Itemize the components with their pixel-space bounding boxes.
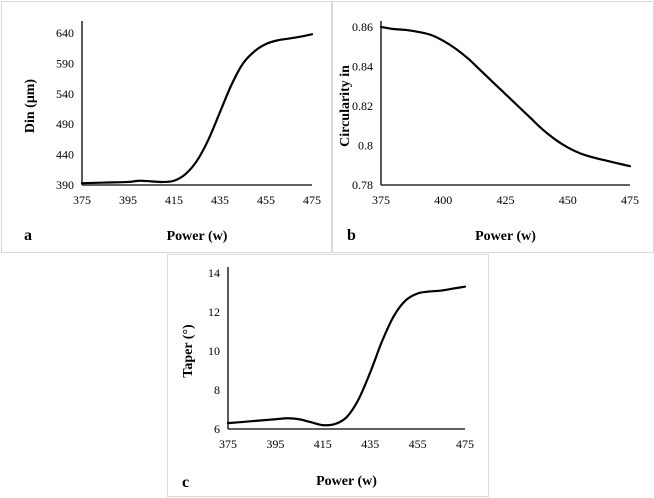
x-tick-label: 475: [621, 193, 639, 207]
y-tick-label: 540: [56, 87, 74, 101]
x-tick-label: 435: [361, 437, 379, 451]
x-tick-label: 395: [266, 437, 284, 451]
x-axis-title: Power (w): [167, 229, 228, 244]
y-tick-label: 14: [208, 266, 220, 280]
series-line: [226, 285, 467, 427]
y-tick-label: 440: [56, 148, 74, 162]
series-line: [379, 25, 632, 168]
chart-panel-a: 375 395 415 435 455 475 390 440 490 540 590 640 Powe…: [1, 1, 332, 253]
y-tick-label: 6: [214, 422, 220, 436]
x-axis-title: Power (w): [475, 229, 536, 244]
x-tick-label: 375: [73, 193, 91, 207]
y-tick-label: 0.86: [352, 20, 373, 34]
x-tick-label: 375: [372, 193, 390, 207]
y-tick-label: 10: [208, 344, 220, 358]
x-tick-label: 450: [559, 193, 577, 207]
y-tick-label: 8: [214, 383, 220, 397]
y-tick-label: 0.82: [352, 99, 373, 113]
panel-label: c: [182, 474, 189, 491]
chart-panel-b: 375 400 425 450 475 0.78 0.8 0.82 0.84 0.86 Power …: [332, 1, 654, 253]
y-tick-label: 390: [56, 178, 74, 192]
x-tick-label: 475: [303, 193, 321, 207]
x-tick-label: 435: [211, 193, 229, 207]
panel-label: a: [24, 227, 32, 244]
x-tick-label: 475: [456, 437, 474, 451]
x-tick-label: 425: [497, 193, 515, 207]
chart-panel-c: 375 395 415 435 455 475 6 8 10 12 14 Power (w) Taper…: [167, 254, 489, 497]
chart-c-svg: 375 395 415 435 455 475 6 8 10 12 14 Power (w) Taper…: [181, 266, 474, 491]
y-tick-label: 0.78: [352, 178, 373, 192]
x-axis-title: Power (w): [316, 474, 377, 489]
y-tick-label: 490: [56, 117, 74, 131]
y-tick-label: 0.84: [352, 60, 373, 74]
x-tick-label: 375: [219, 437, 237, 451]
y-axis-title: Din (μm): [23, 79, 38, 134]
x-tick-label: 400: [434, 193, 452, 207]
x-tick-label: 455: [257, 193, 275, 207]
x-tick-label: 395: [119, 193, 137, 207]
panel-label: b: [347, 227, 356, 244]
y-tick-label: 0.8: [358, 139, 373, 153]
x-tick-label: 455: [409, 437, 427, 451]
y-axis-title: Taper (°): [181, 324, 196, 378]
y-axis-title: Circularity in: [338, 65, 353, 147]
series-line: [80, 33, 314, 185]
chart-b-svg: 375 400 425 450 475 0.78 0.8 0.82 0.84 0.86 Power …: [338, 20, 639, 244]
x-tick-label: 415: [314, 437, 332, 451]
x-tick-label: 415: [165, 193, 183, 207]
y-tick-label: 640: [56, 26, 74, 40]
y-tick-label: 12: [208, 305, 220, 319]
chart-a-svg: 375 395 415 435 455 475 390 440 490 540 590 640 Powe…: [23, 21, 321, 244]
y-tick-label: 590: [56, 56, 74, 70]
